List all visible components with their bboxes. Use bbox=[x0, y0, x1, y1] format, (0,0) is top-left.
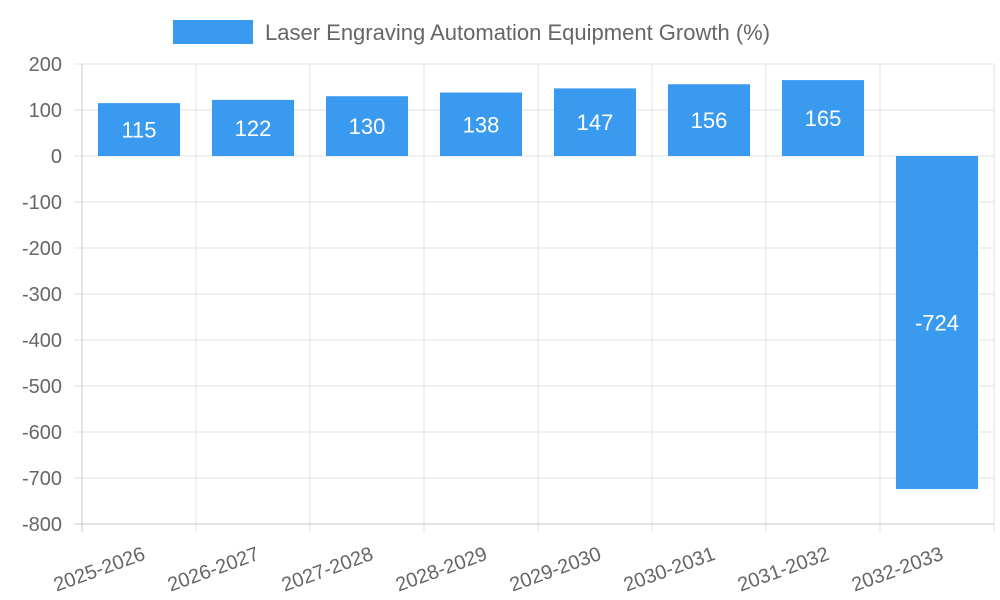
x-tick-label: 2028-2029 bbox=[393, 543, 490, 596]
y-tick-label: -400 bbox=[22, 330, 62, 352]
bar-value-label: -724 bbox=[915, 311, 959, 336]
y-tick-label: 0 bbox=[51, 146, 62, 168]
y-tick-label: -200 bbox=[22, 238, 62, 260]
x-tick-label: 2027-2028 bbox=[279, 543, 376, 596]
legend-swatch bbox=[173, 20, 253, 44]
x-tick-label: 2032-2033 bbox=[849, 543, 946, 596]
bar bbox=[895, 156, 979, 490]
y-tick-label: -700 bbox=[22, 468, 62, 490]
bar bbox=[211, 99, 295, 156]
x-tick-label: 2025-2026 bbox=[51, 543, 148, 596]
bar-value-label: 122 bbox=[235, 116, 272, 141]
x-tick-label: 2029-2030 bbox=[507, 543, 604, 596]
bar-value-label: 156 bbox=[691, 108, 728, 133]
bar bbox=[781, 80, 865, 156]
bar bbox=[325, 96, 409, 156]
legend-label: Laser Engraving Automation Equipment Gro… bbox=[265, 20, 770, 45]
axes bbox=[74, 64, 994, 532]
y-tick-label: -600 bbox=[22, 422, 62, 444]
bars bbox=[97, 80, 979, 490]
y-tick-label: -300 bbox=[22, 284, 62, 306]
bar bbox=[97, 103, 181, 156]
bar bbox=[667, 84, 751, 156]
x-axis-ticks: 2025-2026 2026-2027 2027-2028 2028-2029 2029… bbox=[51, 543, 946, 596]
y-tick-label: -100 bbox=[22, 192, 62, 214]
y-axis-ticks: 200 100 0 -100 -200 -300 -400 -500 -600 -700 -800 bbox=[22, 54, 62, 536]
y-tick-label: 100 bbox=[29, 100, 62, 122]
x-tick-label: 2026-2027 bbox=[165, 543, 262, 596]
bar bbox=[553, 88, 637, 156]
bar-value-label: 147 bbox=[577, 110, 614, 135]
x-tick-label: 2031-2032 bbox=[735, 543, 832, 596]
x-tick-label: 2030-2031 bbox=[621, 543, 718, 596]
y-tick-label: 200 bbox=[29, 54, 62, 76]
bar-value-label: 130 bbox=[349, 114, 386, 139]
bar-value-label: 165 bbox=[805, 106, 842, 131]
bar bbox=[439, 92, 523, 156]
y-tick-label: -500 bbox=[22, 376, 62, 398]
bar-value-label: 138 bbox=[463, 112, 500, 137]
bar-labels: 115 122 130 138 147 156 165 -724 bbox=[121, 106, 959, 335]
y-tick-label: -800 bbox=[22, 514, 62, 536]
legend[interactable]: Laser Engraving Automation Equipment Gro… bbox=[173, 20, 770, 45]
bar-value-label: 115 bbox=[121, 118, 156, 143]
